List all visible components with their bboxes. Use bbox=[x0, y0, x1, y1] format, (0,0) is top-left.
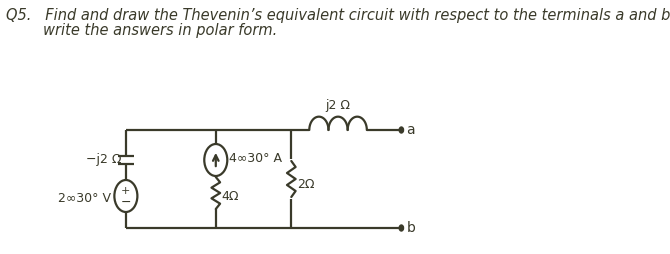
Text: b: b bbox=[407, 221, 415, 235]
Text: +: + bbox=[121, 186, 131, 196]
Text: 4∞30° A: 4∞30° A bbox=[228, 151, 281, 165]
Text: write the answers in polar form.: write the answers in polar form. bbox=[6, 23, 277, 38]
Circle shape bbox=[399, 127, 403, 133]
Text: a: a bbox=[407, 123, 415, 137]
Text: 4Ω: 4Ω bbox=[222, 190, 239, 203]
Text: 2∞30° V: 2∞30° V bbox=[58, 192, 111, 204]
Text: j2 Ω: j2 Ω bbox=[326, 99, 350, 112]
Circle shape bbox=[399, 225, 403, 231]
Text: Q5.   Find and draw the Thevenin’s equivalent circuit with respect to the termin: Q5. Find and draw the Thevenin’s equival… bbox=[6, 8, 670, 23]
Text: −: − bbox=[121, 196, 131, 209]
Text: 2Ω: 2Ω bbox=[297, 178, 315, 190]
Text: −j2 Ω: −j2 Ω bbox=[86, 153, 121, 167]
